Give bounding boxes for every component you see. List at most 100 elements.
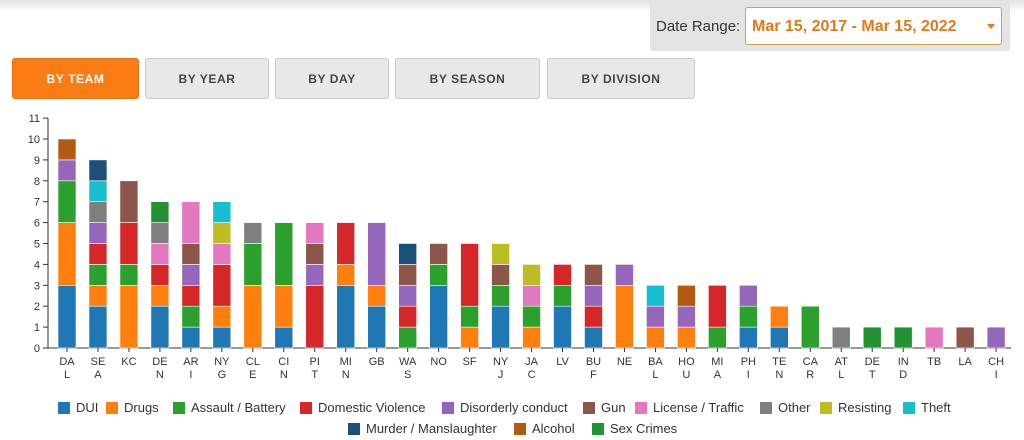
bar-segment: [986, 326, 1006, 349]
bar-segment: [181, 243, 201, 265]
bar-segment: [677, 285, 696, 307]
bar-segment: [522, 285, 541, 307]
x-tick-label: N: [280, 369, 288, 381]
bar-segment: [88, 305, 108, 349]
x-tick-label: KC: [121, 356, 136, 368]
x-tick-label: AT: [835, 356, 849, 368]
bar-segment: [553, 285, 572, 307]
bar-segment: [212, 264, 232, 307]
x-tick-label: NY: [214, 356, 230, 368]
x-tick-label: T: [869, 369, 876, 381]
bar-segment: [491, 243, 510, 265]
x-tick-label: IN: [898, 356, 909, 368]
x-tick-label: U: [682, 369, 690, 381]
legend-swatch: [442, 402, 454, 414]
bar-segment: [88, 243, 108, 265]
x-tick-label: NO: [430, 356, 447, 368]
x-tick-label: N: [342, 369, 350, 381]
bar-segment: [739, 305, 758, 328]
bar-segment: [305, 222, 325, 244]
bar-segment: [491, 285, 510, 307]
bar-segment: [57, 159, 77, 182]
bar-segment: [708, 326, 727, 349]
date-range-value: Mar 15, 2017 - Mar 15, 2022: [752, 18, 957, 35]
bar-segment: [336, 222, 356, 265]
bar-segment: [88, 201, 108, 223]
bar-segment: [150, 264, 170, 286]
date-range-label: Date Range:: [656, 18, 741, 35]
x-tick-label: I: [995, 369, 998, 381]
legend-label: Disorderly conduct: [460, 400, 568, 415]
bar-segment: [584, 285, 603, 307]
x-tick-label: NY: [493, 356, 509, 368]
bar-segment: [243, 285, 263, 349]
bar-segment: [893, 326, 913, 349]
x-tick-label: C: [528, 369, 536, 381]
legend-swatch: [592, 423, 604, 435]
bar-segment: [212, 305, 232, 328]
y-tick-label: 6: [34, 218, 40, 230]
x-tick-label: CI: [278, 356, 289, 368]
bar-segment: [800, 305, 820, 349]
bar-segment: [150, 222, 170, 244]
bar-segment: [212, 222, 232, 244]
bar-segment: [739, 326, 758, 349]
tab-by-day[interactable]: BY DAY: [275, 58, 389, 99]
legend-label: License / Traffic: [653, 400, 744, 415]
tab-by-year[interactable]: BY YEAR: [145, 58, 269, 99]
x-tick-label: BA: [648, 356, 663, 368]
x-tick-label: N: [775, 369, 783, 381]
bar-segment: [770, 326, 789, 349]
tab-by-division[interactable]: BY DIVISION: [547, 58, 695, 99]
bar-segment: [181, 264, 201, 286]
x-tick-label: A: [94, 369, 102, 381]
bar-segment: [150, 305, 170, 349]
x-tick-label: MI: [340, 356, 352, 368]
bar-segment: [460, 243, 479, 307]
x-tick-label: TB: [927, 356, 941, 368]
x-tick-label: L: [838, 369, 844, 381]
bar-segment: [429, 264, 448, 286]
bar-segment: [862, 326, 882, 349]
x-tick-label: TE: [772, 356, 786, 368]
x-tick-label: I: [747, 369, 750, 381]
x-tick-label: PH: [741, 356, 756, 368]
y-tick-label: 0: [34, 343, 40, 355]
bar-segment: [770, 305, 789, 328]
bar-segment: [924, 326, 944, 349]
x-tick-label: DA: [59, 356, 75, 368]
bar-segment: [305, 285, 325, 349]
bar-segment: [119, 180, 139, 223]
legend-swatch: [820, 402, 832, 414]
bar-segment: [305, 264, 325, 286]
x-tick-label: WA: [399, 356, 417, 368]
bar-segment: [522, 264, 541, 286]
legend-label: Murder / Manslaughter: [366, 421, 497, 436]
bar-segment: [553, 264, 572, 286]
legend-swatch: [514, 423, 526, 435]
tab-by-season[interactable]: BY SEASON: [395, 58, 540, 99]
x-tick-label: JA: [525, 356, 539, 368]
legend-swatch: [106, 402, 118, 414]
caret-down-icon: [987, 24, 995, 29]
y-tick-label: 11: [29, 113, 40, 125]
bar-segment: [522, 305, 541, 328]
date-range-dropdown[interactable]: Mar 15, 2017 - Mar 15, 2022: [745, 7, 1002, 45]
bar-segment: [181, 201, 201, 244]
bar-segment: [398, 326, 417, 349]
bar-segment: [522, 326, 541, 349]
bar-segment: [119, 264, 139, 286]
x-tick-label: E: [249, 369, 256, 381]
legend-label: Alcohol: [532, 421, 575, 436]
legend-swatch: [903, 402, 915, 414]
bar-segment: [584, 326, 603, 349]
legend-swatch: [348, 423, 360, 435]
tab-by-team[interactable]: BY TEAM: [12, 58, 139, 99]
bar-segment: [88, 222, 108, 244]
x-tick-label: R: [806, 369, 814, 381]
y-tick-label: 1: [34, 322, 40, 334]
bar-segment: [88, 264, 108, 286]
bar-segment: [584, 305, 603, 328]
legend-label: DUI: [76, 400, 98, 415]
